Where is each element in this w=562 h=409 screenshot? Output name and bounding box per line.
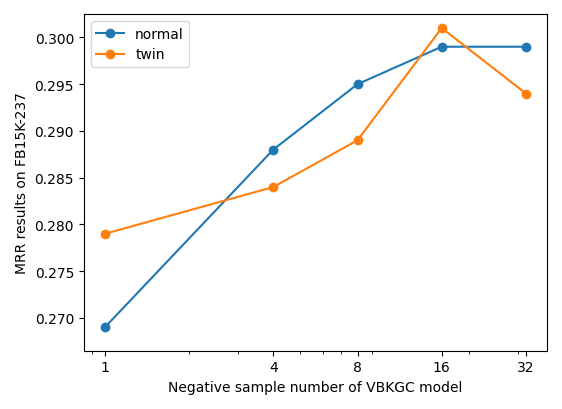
normal <box>523 45 529 50</box>
normal <box>438 45 445 50</box>
normal <box>102 325 108 330</box>
X-axis label: Negative sample number of VBKGC model: Negative sample number of VBKGC model <box>168 380 463 394</box>
twin <box>438 27 445 31</box>
normal <box>354 83 361 88</box>
twin <box>270 185 277 190</box>
normal <box>270 148 277 153</box>
Legend: normal, twin: normal, twin <box>90 22 189 68</box>
Line: normal: normal <box>101 43 530 332</box>
Line: twin: twin <box>101 25 530 238</box>
Y-axis label: MRR results on FB15K-237: MRR results on FB15K-237 <box>15 92 29 274</box>
twin <box>523 92 529 97</box>
twin <box>354 139 361 144</box>
twin <box>102 232 108 237</box>
